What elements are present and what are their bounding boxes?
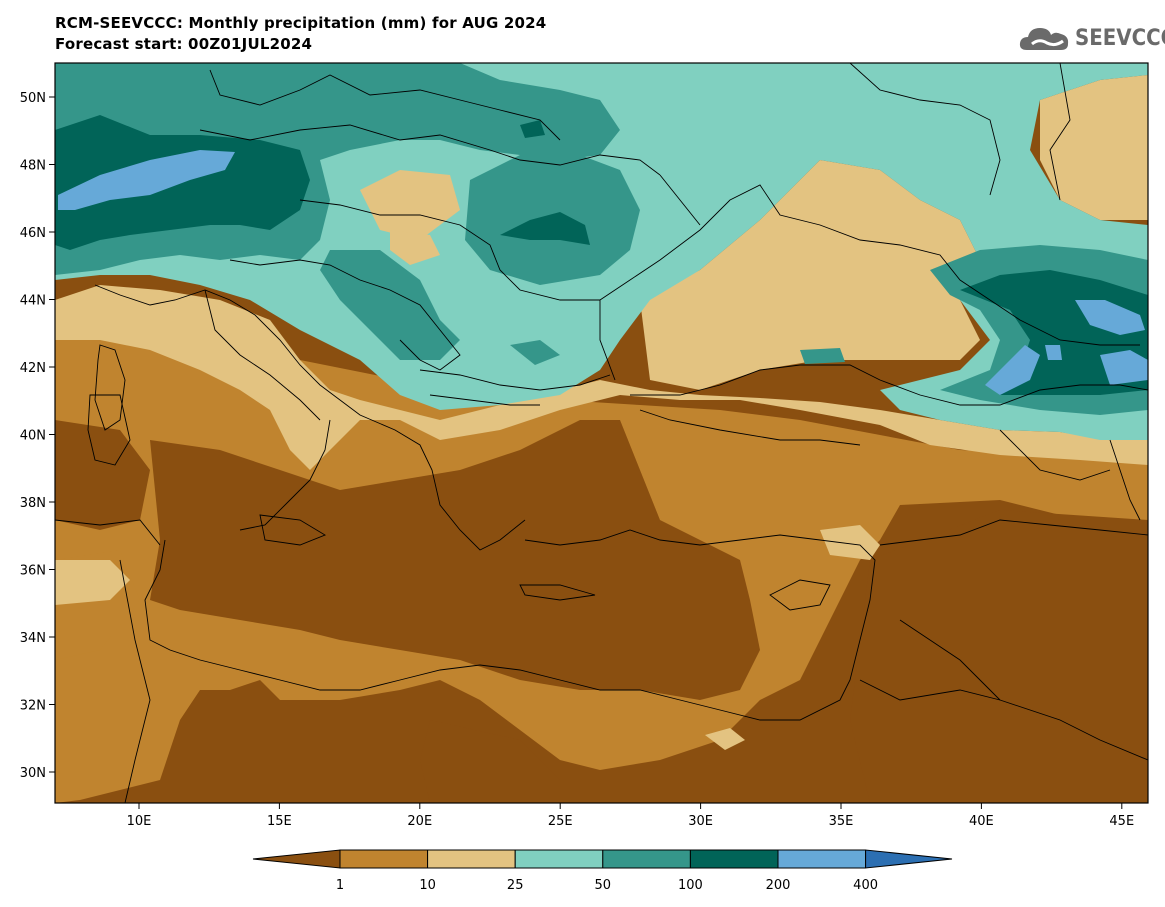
latitude-axis: 50N 48N 46N 44N 42N 40N 38N 36N 34N 32N 30N xyxy=(20,91,55,781)
lat-tick-label: 40N xyxy=(20,429,46,444)
forecast-start-subtitle: Forecast start: 00Z01JUL2024 xyxy=(55,35,313,53)
lat-tick-label: 36N xyxy=(20,564,46,579)
colorbar-label: 25 xyxy=(507,878,524,893)
colorbar-label: 1 xyxy=(336,878,344,893)
lat-tick-label: 38N xyxy=(20,496,46,511)
map-title: RCM-SEEVCCC: Monthly precipitation (mm) … xyxy=(55,14,547,32)
logo-text: SEEVCCC xyxy=(1075,26,1165,51)
lat-tick-label: 46N xyxy=(20,226,46,241)
colorbar-swatch xyxy=(602,849,691,869)
longitude-axis: 10E 15E 20E 25E 30E 35E 40E 45E xyxy=(127,803,1134,829)
colorbar-label: 400 xyxy=(853,878,878,893)
colorbar-swatch xyxy=(514,849,604,869)
seevccc-logo: SEEVCCC xyxy=(1017,22,1165,56)
precipitation-field xyxy=(55,63,1148,803)
lon-tick-label: 35E xyxy=(829,814,854,829)
colorbar: 1 10 25 50 100 200 400 xyxy=(252,849,953,893)
colorbar-swatch xyxy=(689,849,779,869)
lat-tick-label: 34N xyxy=(20,631,46,646)
lon-tick-label: 10E xyxy=(127,814,152,829)
lat-tick-label: 44N xyxy=(20,294,46,309)
colorbar-label: 200 xyxy=(766,878,791,893)
colorbar-swatch xyxy=(339,849,429,869)
lon-tick-label: 40E xyxy=(969,814,994,829)
colorbar-right-arrow xyxy=(865,849,953,869)
lon-tick-label: 15E xyxy=(267,814,292,829)
colorbar-label: 50 xyxy=(595,878,612,893)
colorbar-label: 10 xyxy=(419,878,436,893)
lat-tick-label: 42N xyxy=(20,361,46,376)
lat-tick-label: 30N xyxy=(20,766,46,781)
precip-band-200-400 xyxy=(58,150,235,210)
cloud-icon xyxy=(1019,28,1069,50)
lat-tick-label: 48N xyxy=(20,159,46,174)
lon-tick-label: 30E xyxy=(688,814,713,829)
colorbar-label: 100 xyxy=(678,878,703,893)
lon-tick-label: 20E xyxy=(407,814,432,829)
lat-tick-label: 32N xyxy=(20,699,46,714)
lon-tick-label: 25E xyxy=(548,814,573,829)
precip-band-10-25 xyxy=(55,285,1148,470)
coastlines-and-borders xyxy=(55,63,1148,803)
map-frame xyxy=(54,62,1149,804)
lon-tick-label: 45E xyxy=(1109,814,1134,829)
colorbar-left-arrow xyxy=(252,849,341,869)
lat-tick-label: 50N xyxy=(20,91,46,106)
colorbar-swatch xyxy=(777,849,867,869)
colorbar-swatch xyxy=(427,849,516,869)
